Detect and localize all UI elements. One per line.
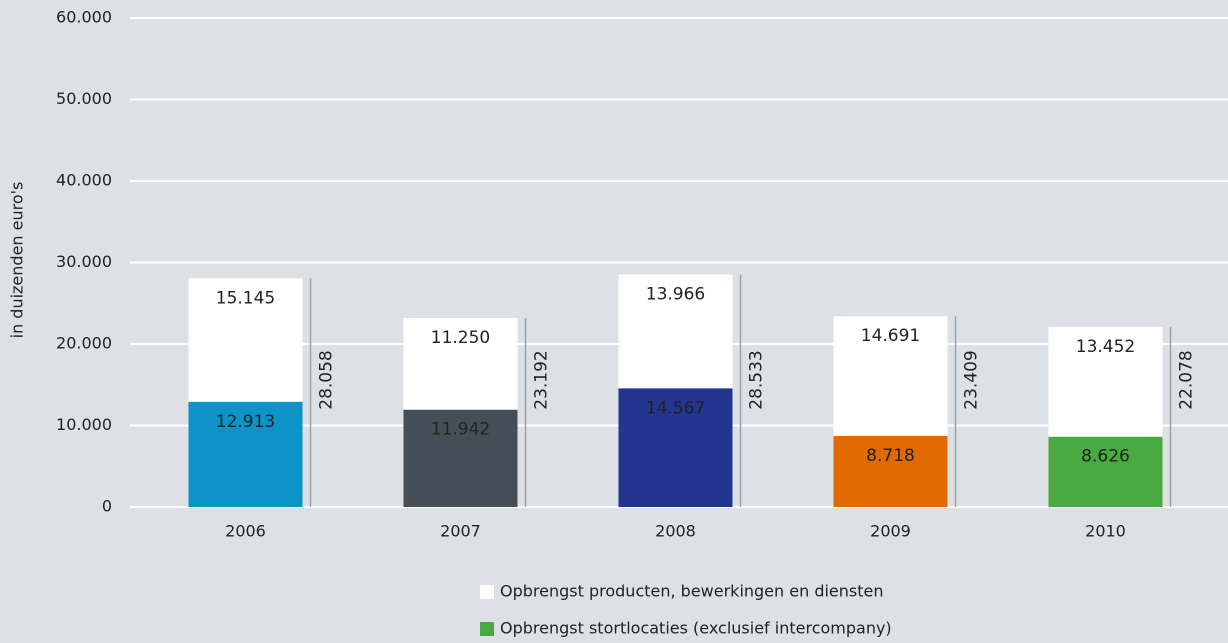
- y-tick-label: 60.000: [56, 8, 112, 27]
- bar-segment: [188, 401, 303, 507]
- bar-segment: [403, 409, 518, 507]
- x-tick-label: 2007: [440, 522, 481, 541]
- value-label: 14.691: [861, 326, 920, 346]
- y-tick-label: 20.000: [56, 334, 112, 353]
- bar-segment: [833, 435, 948, 507]
- total-label: 23.409: [962, 350, 982, 409]
- total-label: 22.078: [1177, 350, 1197, 409]
- value-label: 8.626: [1081, 447, 1130, 467]
- bar-segment: [1048, 327, 1163, 437]
- y-tick-label: 30.000: [56, 252, 112, 271]
- y-tick-label: 40.000: [56, 171, 112, 190]
- bar-segment: [188, 278, 303, 402]
- bar-segment: [618, 274, 733, 389]
- bar-segment: [403, 317, 518, 410]
- value-label: 11.250: [431, 328, 490, 348]
- x-tick-label: 2006: [225, 522, 266, 541]
- y-tick-label: 10.000: [56, 415, 112, 434]
- legend-label: Opbrengst producten, bewerkingen en dien…: [500, 582, 884, 601]
- legend-swatch: [480, 585, 494, 599]
- x-tick-label: 2009: [870, 522, 911, 541]
- value-label: 11.942: [431, 420, 490, 440]
- x-tick-label: 2010: [1085, 522, 1126, 541]
- x-tick-label: 2008: [655, 522, 696, 541]
- value-label: 13.452: [1076, 337, 1135, 357]
- bar-segment: [833, 316, 948, 436]
- y-axis-title: in duizenden euro's: [8, 182, 27, 339]
- value-label: 14.567: [646, 398, 705, 418]
- total-label: 28.058: [317, 350, 337, 409]
- total-label: 28.533: [747, 350, 767, 409]
- legend-label: Opbrengst stortlocaties (exclusief inter…: [500, 619, 892, 638]
- bar-segment: [1048, 436, 1163, 507]
- bar-segment: [618, 388, 733, 507]
- total-label: 23.192: [532, 350, 552, 409]
- y-tick-label: 50.000: [56, 89, 112, 108]
- value-label: 13.966: [646, 284, 705, 304]
- legend-swatch: [480, 622, 494, 636]
- y-tick-label: 0: [102, 497, 112, 516]
- value-label: 12.913: [216, 412, 275, 432]
- value-label: 15.145: [216, 288, 275, 308]
- value-label: 8.718: [866, 446, 915, 466]
